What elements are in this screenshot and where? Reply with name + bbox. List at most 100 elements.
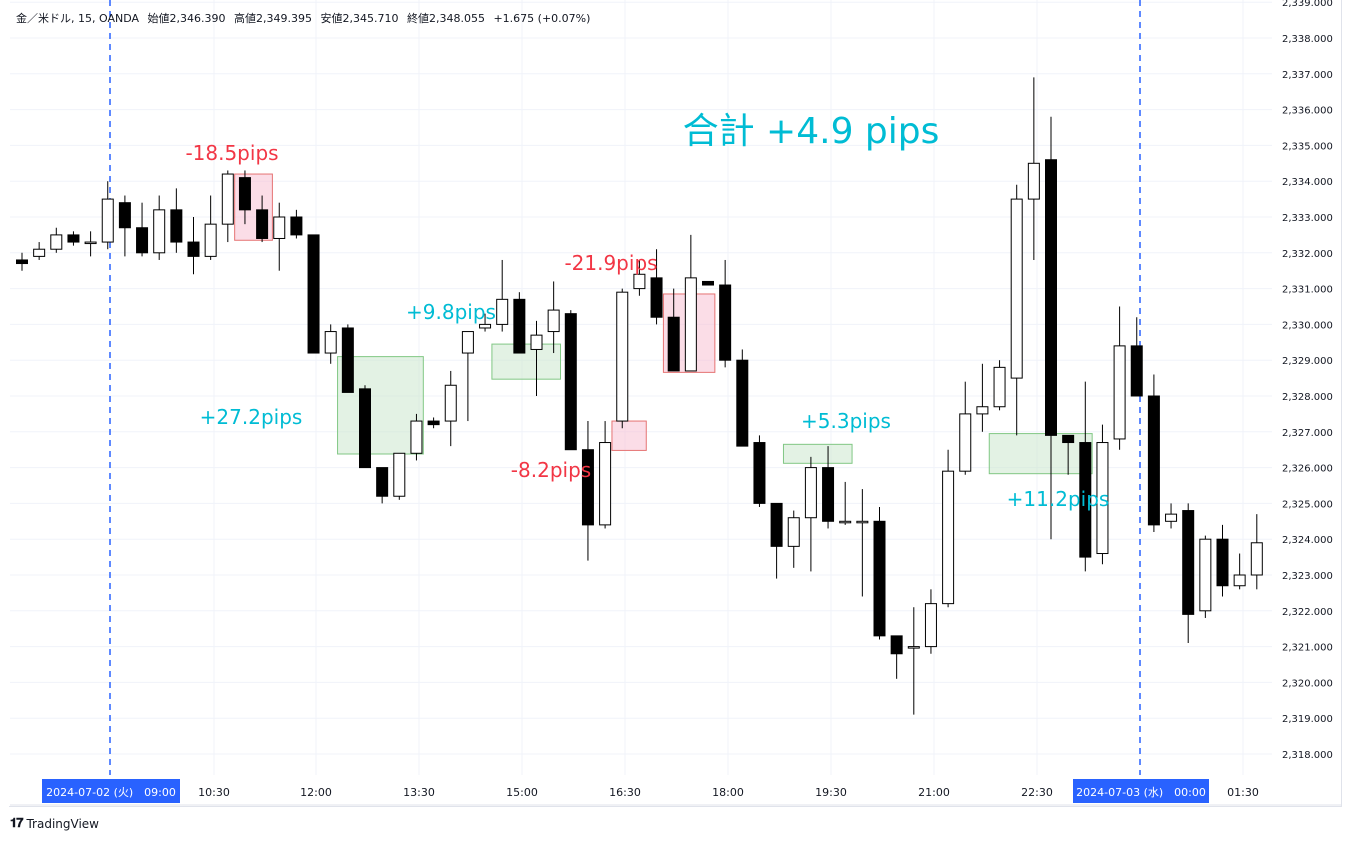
candle-body[interactable] [942, 470, 955, 605]
x-tick-label: 22:30 [1021, 786, 1053, 799]
candle-body[interactable] [170, 209, 183, 243]
candle-body[interactable] [324, 331, 337, 354]
candle-body[interactable] [444, 384, 457, 422]
candle-body[interactable] [359, 388, 371, 469]
x-tick-label: 19:30 [815, 786, 847, 799]
candle-body[interactable] [496, 298, 509, 325]
chart-pane[interactable] [9, 0, 1342, 807]
trade-box-win[interactable] [491, 343, 562, 380]
candle-body[interactable] [907, 646, 920, 649]
candle-body[interactable] [1182, 510, 1195, 615]
candle-body[interactable] [1216, 538, 1229, 587]
candle-body[interactable] [290, 216, 303, 236]
candle-body[interactable] [256, 209, 269, 239]
y-tick-label: 2,333.000 [1282, 213, 1333, 224]
candle-body[interactable] [581, 449, 594, 526]
candle-body[interactable] [959, 413, 972, 472]
x-tick-label: 10:30 [198, 786, 230, 799]
candle-body[interactable] [993, 366, 1006, 408]
candle-body[interactable] [479, 323, 492, 329]
candle-body[interactable] [1010, 198, 1023, 379]
y-tick-label: 2,336.000 [1282, 106, 1333, 117]
candle-body[interactable] [136, 227, 149, 254]
candle-body[interactable] [1113, 345, 1126, 440]
trade-box-win[interactable] [988, 433, 1093, 475]
x-tick-label: 01:30 [1227, 786, 1259, 799]
candle-body[interactable] [633, 273, 646, 290]
candle-body[interactable] [650, 277, 663, 318]
legend-low: 安値2,345.710 [320, 12, 399, 25]
candle-body[interactable] [341, 327, 354, 393]
candle-body[interactable] [719, 284, 732, 361]
candle-body[interactable] [513, 298, 526, 354]
candle-body[interactable] [976, 406, 989, 415]
candle-body[interactable] [1165, 513, 1178, 522]
candle-body[interactable] [856, 520, 869, 524]
candle-body[interactable] [427, 420, 440, 426]
candle-body[interactable] [599, 442, 612, 526]
candle-body[interactable] [667, 316, 680, 372]
candle-body[interactable] [839, 520, 852, 524]
candle-body[interactable] [67, 234, 80, 243]
candle-body[interactable] [101, 198, 114, 243]
candle-body[interactable] [1233, 574, 1246, 587]
y-tick-label: 2,328.000 [1282, 392, 1333, 403]
y-tick-label: 2,337.000 [1282, 70, 1333, 81]
candle-body[interactable] [564, 313, 577, 451]
candle-body[interactable] [753, 442, 766, 504]
candle-body[interactable] [1199, 538, 1212, 612]
candle-body[interactable] [1250, 542, 1263, 576]
candle-body[interactable] [307, 234, 320, 354]
tradingview-logo[interactable]: 𝟏𝟕 TradingView [10, 816, 99, 831]
candle-body[interactable] [1130, 345, 1143, 397]
candle-body[interactable] [1062, 434, 1075, 444]
candle-body[interactable] [50, 234, 63, 250]
y-tick-label: 2,327.000 [1282, 428, 1333, 439]
candle-body[interactable] [84, 241, 97, 245]
candle-body[interactable] [736, 359, 749, 447]
candle-body[interactable] [118, 202, 131, 229]
candle-body[interactable] [924, 603, 937, 648]
candle-body[interactable] [33, 248, 46, 257]
candle-body[interactable] [238, 177, 251, 211]
x-tick-label: 21:00 [918, 786, 950, 799]
candle-body[interactable] [1045, 159, 1057, 436]
candle-body[interactable] [393, 452, 406, 497]
candle-body[interactable] [153, 209, 166, 254]
y-tick-label: 2,324.000 [1282, 535, 1333, 546]
x-tick-label: 12:00 [300, 786, 332, 799]
candle-body[interactable] [410, 420, 423, 454]
y-tick-label: 2,330.000 [1282, 320, 1333, 331]
candle-body[interactable] [187, 241, 200, 257]
trade-box-loss[interactable] [611, 420, 647, 451]
x-axis-date-label: 2024-07-03 (水) 00:00 [1076, 786, 1206, 799]
candle-body[interactable] [376, 467, 389, 497]
candle-body[interactable] [822, 467, 835, 522]
candle-body[interactable] [461, 331, 474, 354]
candle-body[interactable] [273, 216, 286, 239]
candle-body[interactable] [221, 173, 234, 225]
trade-pips-label: -21.9pips [564, 251, 657, 275]
trade-box-win[interactable] [782, 443, 853, 464]
candle-body[interactable] [616, 291, 629, 422]
candle-body[interactable] [804, 467, 817, 519]
y-tick-label: 2,323.000 [1282, 571, 1333, 582]
candle-body[interactable] [16, 259, 28, 265]
candle-body[interactable] [1079, 442, 1092, 558]
candle-body[interactable] [204, 223, 217, 257]
x-tick-label: 16:30 [609, 786, 641, 799]
y-tick-label: 2,338.000 [1282, 34, 1333, 45]
candle-body[interactable] [1027, 162, 1040, 200]
candle-body[interactable] [547, 309, 560, 333]
candle-body[interactable] [890, 635, 903, 655]
candle-body[interactable] [787, 517, 800, 547]
candle-body[interactable] [1147, 395, 1160, 526]
candle-body[interactable] [530, 334, 543, 350]
legend-symbol[interactable]: 金／米ドル, 15, OANDA [16, 12, 140, 25]
candle-body[interactable] [702, 280, 714, 286]
candle-body[interactable] [873, 520, 886, 637]
candle-body[interactable] [770, 502, 783, 547]
candle-body[interactable] [1096, 442, 1109, 555]
candle-body[interactable] [684, 277, 697, 372]
